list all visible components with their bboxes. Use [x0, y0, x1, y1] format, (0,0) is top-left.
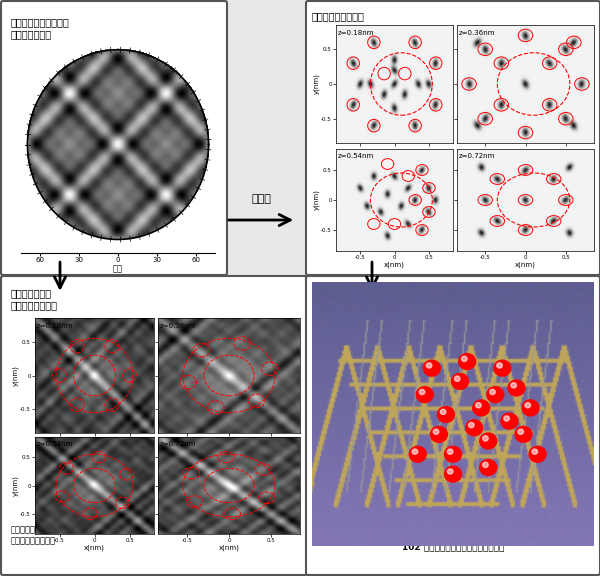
Circle shape: [445, 466, 461, 482]
FancyBboxPatch shape: [1, 276, 307, 575]
Circle shape: [409, 446, 426, 462]
Circle shape: [469, 422, 474, 428]
Text: z=0.36nm: z=0.36nm: [458, 30, 495, 36]
Text: z=0.36nm: z=0.36nm: [160, 323, 196, 329]
FancyBboxPatch shape: [1, 1, 227, 275]
Circle shape: [454, 376, 460, 381]
Circle shape: [440, 409, 446, 415]
Circle shape: [473, 400, 490, 416]
Circle shape: [416, 386, 433, 403]
Circle shape: [458, 354, 476, 369]
Circle shape: [445, 446, 461, 462]
X-axis label: 角度: 角度: [113, 264, 123, 274]
Text: 102 個もの立体的な原子配列が見えた: 102 個もの立体的な原子配列が見えた: [402, 542, 504, 551]
FancyBboxPatch shape: [306, 1, 600, 275]
Circle shape: [511, 382, 517, 388]
Circle shape: [504, 416, 509, 421]
Y-axis label: y(nm): y(nm): [313, 190, 320, 210]
Text: z=0.18nm: z=0.18nm: [337, 30, 374, 36]
Circle shape: [508, 380, 525, 396]
Text: 黒い部分が原子の像: 黒い部分が原子の像: [312, 11, 365, 21]
Circle shape: [515, 426, 532, 442]
FancyBboxPatch shape: [306, 276, 600, 575]
Circle shape: [525, 403, 530, 408]
Circle shape: [419, 389, 425, 395]
Circle shape: [482, 435, 488, 441]
Text: z=0.54nm: z=0.54nm: [337, 153, 374, 159]
Circle shape: [452, 373, 469, 389]
Circle shape: [518, 429, 523, 434]
Text: １枚の電子ホログラム: １枚の電子ホログラム: [11, 17, 70, 27]
Circle shape: [476, 403, 481, 408]
Circle shape: [532, 449, 538, 454]
Circle shape: [430, 426, 448, 442]
Circle shape: [461, 356, 467, 362]
Circle shape: [437, 407, 454, 422]
Circle shape: [466, 420, 482, 435]
Circle shape: [487, 386, 504, 403]
Y-axis label: y(nm): y(nm): [313, 74, 320, 94]
Text: （観測データ）: （観測データ）: [11, 29, 52, 39]
Circle shape: [497, 363, 502, 368]
Text: z=0.54nm: z=0.54nm: [37, 441, 73, 447]
Circle shape: [482, 462, 488, 468]
X-axis label: x(nm): x(nm): [84, 544, 105, 551]
Circle shape: [426, 363, 432, 368]
Text: 新理論: 新理論: [251, 194, 271, 204]
Text: z=0.18nm: z=0.18nm: [37, 323, 73, 329]
Text: いままでの理論: いままでの理論: [11, 288, 52, 298]
Text: 古い理論では、１枚の電子ホログラムからでは
原子は全く見えない: 古い理論では、１枚の電子ホログラムからでは 原子は全く見えない: [11, 525, 116, 545]
Circle shape: [412, 449, 418, 454]
Circle shape: [529, 446, 546, 462]
Text: z=0.72nm: z=0.72nm: [160, 441, 196, 447]
Circle shape: [522, 400, 539, 416]
Circle shape: [424, 360, 440, 376]
Circle shape: [501, 413, 518, 429]
Y-axis label: y(nm): y(nm): [12, 475, 19, 496]
Circle shape: [448, 469, 453, 474]
Text: （フーリエ変換）: （フーリエ変換）: [11, 300, 58, 310]
X-axis label: x(nm): x(nm): [384, 262, 405, 268]
Circle shape: [480, 460, 497, 475]
Circle shape: [480, 433, 497, 449]
Text: z=0.72nm: z=0.72nm: [458, 153, 495, 159]
Circle shape: [490, 389, 496, 395]
X-axis label: x(nm): x(nm): [218, 544, 239, 551]
Y-axis label: y(nm): y(nm): [12, 365, 19, 386]
Circle shape: [433, 429, 439, 434]
Circle shape: [494, 360, 511, 376]
X-axis label: x(nm): x(nm): [515, 262, 536, 268]
Circle shape: [448, 449, 453, 454]
